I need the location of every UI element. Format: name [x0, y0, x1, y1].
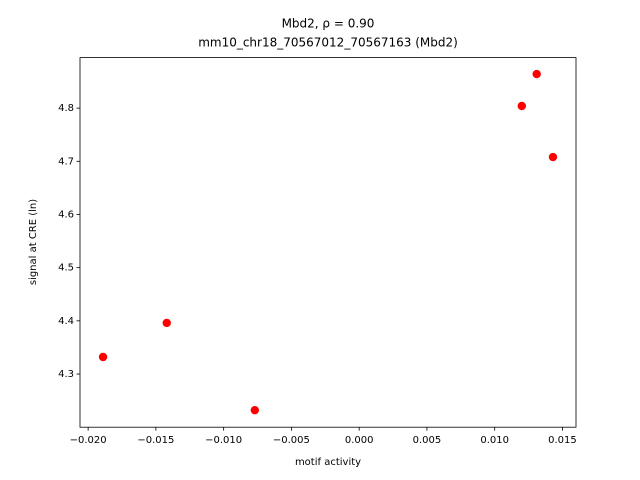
point [548, 152, 558, 162]
chart-subtitle: mm10_chr18_70567012_70567163 (Mbd2) [198, 36, 458, 50]
y-tick-label: 4.4 [58, 316, 74, 327]
x-tick-label: −0.015 [137, 435, 174, 446]
x-tick-label: 0.015 [548, 435, 577, 446]
x-tick-label: −0.020 [70, 435, 107, 446]
y-tick-label: 4.5 [58, 263, 74, 274]
x-tick-label: −0.010 [205, 435, 242, 446]
point [517, 101, 526, 111]
point [162, 318, 171, 328]
y-tick-label: 4.3 [58, 369, 74, 380]
point [98, 352, 108, 362]
x-tick-label: 0.005 [413, 435, 442, 446]
x-axis-label: motif activity [295, 457, 361, 468]
point [250, 405, 260, 415]
x-tick-label: 0.000 [345, 435, 374, 446]
point [532, 69, 541, 79]
y-axis-label: signal at CRE (ln) [28, 199, 39, 285]
x-tick-label: 0.010 [480, 435, 509, 446]
x-tick-label: −0.005 [273, 435, 310, 446]
y-tick-label: 4.6 [58, 209, 74, 220]
plot-frame [79, 57, 577, 428]
y-tick-label: 4.8 [58, 103, 74, 114]
y-tick-label: 4.7 [58, 156, 74, 167]
chart-title: Mbd2, ρ = 0.90 [282, 17, 375, 31]
